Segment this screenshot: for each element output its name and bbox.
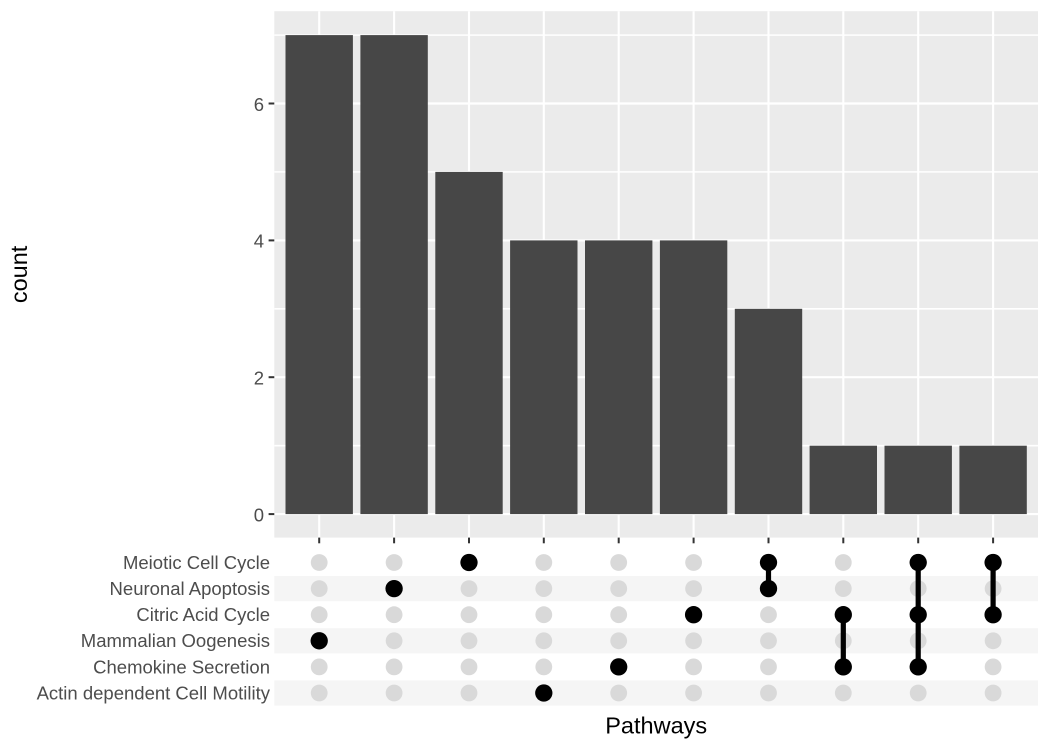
svg-text:Neuronal Apoptosis: Neuronal Apoptosis [110,578,270,599]
svg-text:2: 2 [254,367,264,388]
svg-text:Meiotic Cell Cycle: Meiotic Cell Cycle [123,552,270,573]
svg-text:count: count [6,245,32,303]
svg-text:Citric Acid Cycle: Citric Acid Cycle [136,604,270,625]
svg-text:Pathways: Pathways [605,713,707,739]
svg-text:4: 4 [254,231,264,252]
svg-text:Actin dependent Cell Motility: Actin dependent Cell Motility [37,682,271,703]
svg-text:6: 6 [254,94,264,115]
svg-text:0: 0 [254,504,264,525]
svg-text:Mammalian Oogenesis: Mammalian Oogenesis [81,630,270,651]
svg-text:Chemokine Secretion: Chemokine Secretion [93,656,270,677]
